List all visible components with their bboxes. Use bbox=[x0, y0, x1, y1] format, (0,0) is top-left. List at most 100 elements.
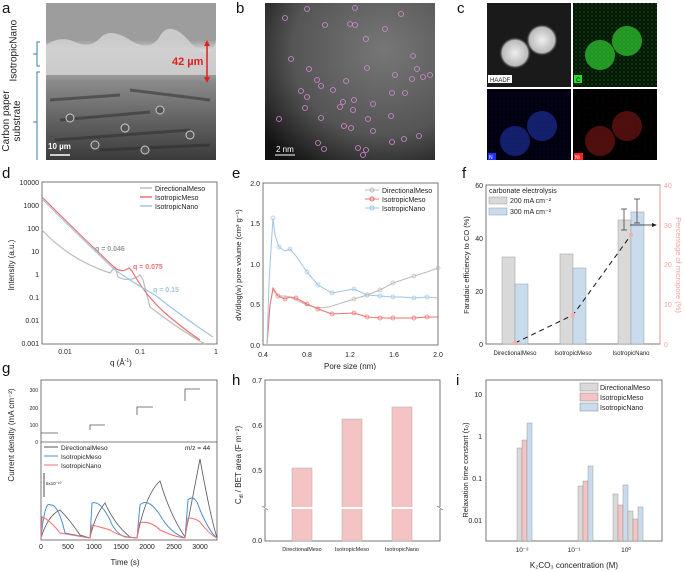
svg-text:dV/dlog(w) pore volume (cm³ g⁻: dV/dlog(w) pore volume (cm³ g⁻¹) bbox=[234, 209, 243, 321]
svg-text:2.0: 2.0 bbox=[250, 181, 260, 188]
svg-text:1.2: 1.2 bbox=[345, 352, 355, 359]
svg-text:DirectionalMeso: DirectionalMeso bbox=[600, 385, 650, 392]
svg-text:1.5: 1.5 bbox=[250, 221, 260, 228]
svg-text:0.1: 0.1 bbox=[29, 295, 39, 302]
svg-text:0.1: 0.1 bbox=[135, 349, 145, 355]
substrate-label-line2: substrate bbox=[12, 100, 23, 142]
svg-text:IsotropicMeso: IsotropicMeso bbox=[335, 547, 369, 553]
svg-text:1500: 1500 bbox=[113, 544, 129, 551]
svg-text:10: 10 bbox=[664, 302, 672, 309]
svg-text:300 mA cm⁻²: 300 mA cm⁻² bbox=[510, 209, 552, 216]
sem-image-a bbox=[33, 3, 216, 160]
nickel-map bbox=[573, 89, 657, 160]
saxs-chart: 10000 1000 100 10 1 0.1 0.01 0.001 0.01 0.1 1 Int… bbox=[7, 180, 218, 355]
panel-label-i: i bbox=[456, 372, 460, 389]
legend-title-f: carbonate electrolysis bbox=[489, 188, 557, 195]
panel-label-f: f bbox=[462, 165, 467, 182]
svg-text:100: 100 bbox=[27, 226, 39, 233]
svg-text:IsotropicNano: IsotropicNano bbox=[382, 206, 425, 213]
svg-text:q = 0.046: q = 0.046 bbox=[95, 246, 125, 253]
svg-text:Cdl / BET area (F m⁻²): Cdl / BET area (F m⁻²) bbox=[234, 426, 245, 505]
svg-text:DirectionalMeso: DirectionalMeso bbox=[493, 351, 537, 357]
substrate-label-line1: Carbon paper bbox=[1, 90, 12, 152]
svg-text:IsotropicNano: IsotropicNano bbox=[155, 204, 198, 211]
svg-text:0.8: 0.8 bbox=[302, 352, 312, 359]
nitrogen-label: N bbox=[489, 155, 493, 160]
svg-text:DirectionalMeso: DirectionalMeso bbox=[282, 547, 321, 553]
scale-bar-b: 2 nm bbox=[276, 145, 294, 154]
series-isotropicnano bbox=[41, 198, 214, 338]
panel-label-g: g bbox=[2, 360, 11, 377]
layer-label: IsotropicNano bbox=[8, 19, 20, 82]
svg-text:60: 60 bbox=[475, 183, 483, 190]
svg-text:IsotropicMeso: IsotropicMeso bbox=[382, 197, 426, 204]
svg-text:q = 0.15: q = 0.15 bbox=[153, 287, 179, 294]
svg-text:Pore size (nm): Pore size (nm) bbox=[324, 362, 376, 370]
svg-text:IsotropicMeso: IsotropicMeso bbox=[600, 395, 644, 402]
svg-text:0.7: 0.7 bbox=[252, 378, 262, 385]
svg-text:0.6: 0.6 bbox=[252, 423, 262, 430]
svg-text:2.0: 2.0 bbox=[433, 352, 443, 359]
svg-text:0.4: 0.4 bbox=[258, 352, 268, 359]
svg-text:IsotropicMeso: IsotropicMeso bbox=[554, 351, 592, 357]
svg-text:40: 40 bbox=[475, 236, 483, 243]
svg-text:DirectionalMeso: DirectionalMeso bbox=[382, 188, 432, 195]
panel-label-a: a bbox=[2, 0, 11, 17]
svg-text:10⁻²: 10⁻² bbox=[516, 547, 530, 554]
svg-text:0: 0 bbox=[664, 342, 668, 349]
svg-text:300: 300 bbox=[30, 388, 39, 394]
panel-label-b: b bbox=[236, 0, 245, 17]
svg-text:IsotropicMeso: IsotropicMeso bbox=[61, 454, 102, 461]
thickness-label: 42 µm bbox=[172, 56, 204, 68]
svg-text:0.01: 0.01 bbox=[468, 518, 482, 525]
svg-text:Faradaic efficiency to CO (%): Faradaic efficiency to CO (%) bbox=[462, 216, 471, 314]
svg-text:Time (s): Time (s) bbox=[110, 558, 139, 567]
cdl-bet-chart: 0.7 0.6 0.5 0.0 Cdl / BET area (F m⁻²) Dire… bbox=[234, 378, 445, 553]
relaxation-time-chart: 10 1 0.1 0.01 Relaxation time constant (τ₀)… bbox=[461, 379, 663, 570]
svg-text:2500: 2500 bbox=[166, 544, 182, 551]
svg-text:0.1: 0.1 bbox=[472, 476, 482, 483]
panel-label-d: d bbox=[2, 165, 11, 182]
series-isotropicmeso bbox=[41, 196, 201, 341]
svg-text:20: 20 bbox=[664, 262, 672, 269]
svg-text:m/z = 44: m/z = 44 bbox=[185, 445, 210, 452]
panel-label-h: h bbox=[232, 372, 241, 389]
panel-label-c: c bbox=[457, 0, 465, 17]
series-directionalmeso bbox=[41, 229, 206, 345]
svg-text:10⁰: 10⁰ bbox=[621, 546, 631, 554]
svg-text:10: 10 bbox=[474, 392, 482, 399]
svg-text:0.01: 0.01 bbox=[25, 318, 39, 325]
svg-text:0.0: 0.0 bbox=[250, 343, 260, 350]
svg-text:0.001: 0.001 bbox=[21, 341, 39, 348]
svg-text:DirectionalMeso: DirectionalMeso bbox=[61, 445, 108, 452]
svg-text:IsotropicNano: IsotropicNano bbox=[385, 547, 419, 553]
svg-text:q = 0.075: q = 0.075 bbox=[133, 264, 163, 271]
svg-text:1000: 1000 bbox=[86, 544, 102, 551]
haadf-label: HAADF bbox=[490, 78, 511, 84]
svg-text:0.01: 0.01 bbox=[58, 349, 72, 355]
xlabel-d: q (Å-1) bbox=[110, 358, 132, 368]
svg-text:0.5: 0.5 bbox=[250, 302, 260, 309]
scale-bar-a: 10 µm bbox=[48, 142, 71, 151]
svg-text:30: 30 bbox=[664, 223, 672, 230]
svg-text:200 mA cm⁻²: 200 mA cm⁻² bbox=[510, 198, 552, 205]
svg-text:IsotropicNano: IsotropicNano bbox=[600, 405, 643, 412]
svg-text:1000: 1000 bbox=[23, 203, 39, 210]
svg-text:100: 100 bbox=[30, 423, 39, 429]
panel-label-e: e bbox=[232, 165, 241, 182]
svg-text:0.5: 0.5 bbox=[252, 468, 262, 475]
svg-text:Relaxation time constant (τ₀): Relaxation time constant (τ₀) bbox=[461, 422, 470, 518]
svg-text:1.6: 1.6 bbox=[389, 352, 399, 359]
svg-text:IsotropicNano: IsotropicNano bbox=[612, 351, 650, 357]
svg-text:10⁻¹: 10⁻¹ bbox=[568, 547, 582, 554]
svg-text:3000: 3000 bbox=[192, 544, 208, 551]
stem-image-b bbox=[265, 3, 435, 160]
svg-text:10: 10 bbox=[31, 249, 39, 256]
svg-text:IsotropicNano: IsotropicNano bbox=[61, 463, 101, 470]
svg-text:5x10⁻¹⁰: 5x10⁻¹⁰ bbox=[46, 481, 62, 486]
faradaic-efficiency-chart: 0 20 40 60 0 10 20 30 40 Faradaic efficiency to… bbox=[462, 183, 683, 357]
svg-text:1: 1 bbox=[478, 434, 482, 441]
svg-text:0: 0 bbox=[39, 544, 43, 551]
svg-text:IsotropicMeso: IsotropicMeso bbox=[155, 195, 199, 202]
